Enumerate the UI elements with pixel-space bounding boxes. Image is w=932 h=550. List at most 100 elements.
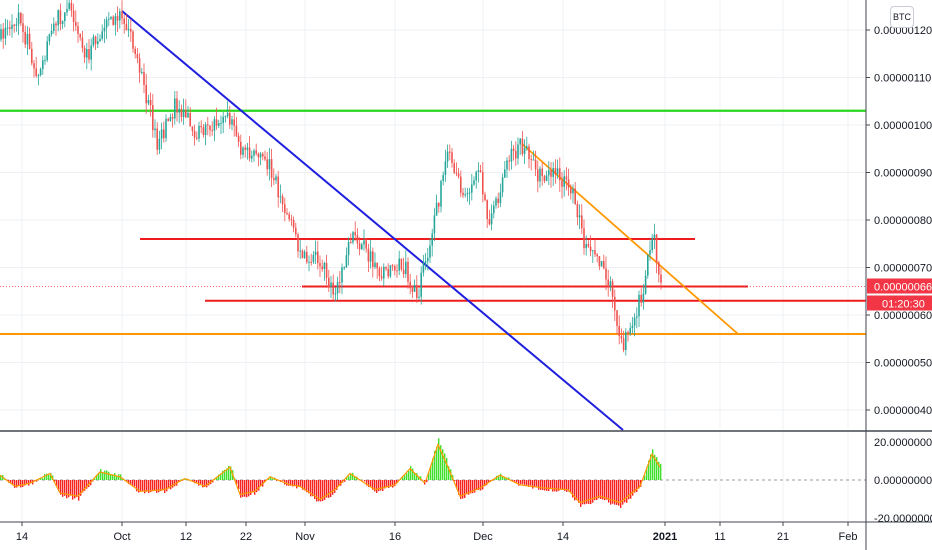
candle-body <box>176 98 178 113</box>
histogram-bar <box>580 480 582 507</box>
candle-body <box>220 123 222 125</box>
histogram-bar <box>488 480 490 482</box>
histogram-bar <box>466 480 468 495</box>
candle-body <box>471 184 473 193</box>
candle-body <box>638 294 640 317</box>
candle-body <box>143 71 145 85</box>
candle-body <box>589 246 592 252</box>
candle-body <box>246 147 249 150</box>
histogram-bar <box>548 480 550 492</box>
histogram-bar <box>348 476 350 480</box>
candle-body <box>427 257 429 262</box>
histogram-bar <box>30 480 32 483</box>
candle-body <box>372 251 374 268</box>
candle-body <box>420 272 422 297</box>
candle-body <box>103 27 106 32</box>
histogram-bar <box>656 457 658 480</box>
histogram-bar <box>486 480 488 486</box>
histogram-bar <box>512 480 514 481</box>
histogram-bar <box>226 468 228 480</box>
histogram-bar <box>410 466 412 480</box>
candle-body <box>242 147 244 155</box>
candle-body <box>61 21 64 25</box>
candle-body <box>600 260 603 267</box>
histogram-bar <box>300 480 302 487</box>
histogram-bar <box>240 480 242 498</box>
candle-body <box>484 194 486 201</box>
histogram-bar <box>152 480 154 492</box>
histogram-bar <box>560 480 562 490</box>
price-tick-label: 0.00000110 <box>874 73 931 85</box>
histogram-bar <box>220 473 222 480</box>
candle-body <box>211 130 213 132</box>
candle-body <box>325 262 328 278</box>
candle-body <box>257 153 260 158</box>
histogram-bar <box>208 480 210 486</box>
histogram-bar <box>86 480 88 489</box>
histogram-bar <box>438 438 440 480</box>
histogram-bar <box>276 480 278 481</box>
histogram-bar <box>568 480 570 492</box>
candle-body <box>248 147 251 159</box>
histogram-bar <box>144 480 146 494</box>
histogram-bar <box>288 480 290 486</box>
candle-body <box>501 177 504 193</box>
candle-body <box>653 234 656 238</box>
candle-body <box>627 332 629 334</box>
histogram-bar <box>458 480 460 495</box>
candle-body <box>405 261 407 275</box>
candle-body <box>288 214 290 220</box>
candle-body <box>587 243 590 247</box>
candle-body <box>6 27 9 29</box>
histogram-bar <box>380 480 382 491</box>
histogram-bar <box>570 480 572 493</box>
currency-badge[interactable]: BTC <box>890 6 914 28</box>
histogram-bar <box>150 480 152 493</box>
candle-body <box>644 275 647 294</box>
histogram-bar <box>186 479 188 480</box>
histogram-bar <box>538 480 540 490</box>
histogram-bar <box>64 480 66 496</box>
histogram-bar <box>286 480 288 486</box>
histogram-bar <box>82 480 84 493</box>
candle-body <box>295 227 297 235</box>
candle-body <box>145 84 147 104</box>
histogram-bar <box>172 480 174 488</box>
histogram-bar <box>364 480 366 482</box>
histogram-bar <box>130 480 132 486</box>
histogram-bar <box>546 480 548 491</box>
candle-body <box>273 178 275 181</box>
candle-body <box>376 262 378 269</box>
histogram-bar <box>550 480 552 490</box>
histogram-bar <box>508 477 510 480</box>
histogram-bar <box>110 474 112 480</box>
candle-body <box>453 163 455 173</box>
price-tick-label: 0.00000060 <box>874 310 932 322</box>
histogram-bar <box>514 480 516 482</box>
histogram-bar <box>62 480 64 497</box>
candle-body <box>640 294 642 303</box>
histogram-bar <box>532 480 534 489</box>
histogram-bar <box>558 480 560 491</box>
histogram-bar <box>490 480 492 481</box>
histogram-bar <box>46 473 48 480</box>
histogram-bar <box>138 480 140 493</box>
candle-body <box>552 168 554 177</box>
histogram-bar <box>448 466 450 480</box>
histogram-bar <box>168 480 170 489</box>
candle-body <box>622 338 625 351</box>
last-price-label: 0.00000066 <box>874 282 932 294</box>
histogram-bar <box>536 480 538 487</box>
histogram-bar <box>588 480 590 504</box>
histogram-bar <box>304 480 306 491</box>
candle-body <box>121 11 123 19</box>
histogram-bar <box>56 480 58 487</box>
candle-body <box>301 250 304 259</box>
histogram-bar <box>652 449 654 480</box>
histogram-bar <box>228 466 230 480</box>
candle-body <box>442 174 444 181</box>
histogram-bar <box>618 480 620 506</box>
candle-body <box>77 26 79 34</box>
